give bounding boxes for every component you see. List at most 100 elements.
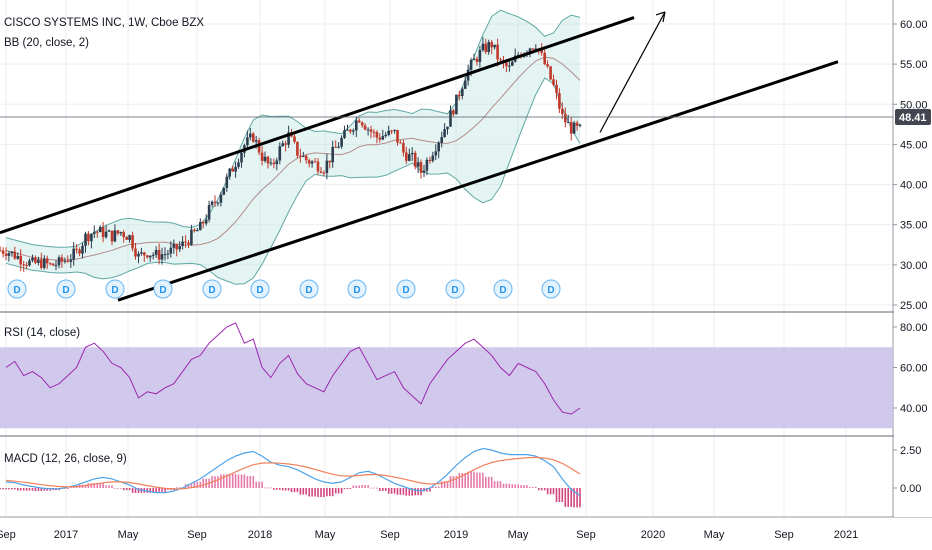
candle-body	[440, 137, 443, 143]
projection-arrow[interactable]	[599, 11, 666, 133]
candle-body	[419, 162, 423, 173]
macd-axis-tick-label: 2.50	[900, 445, 921, 457]
macd-histogram-bar	[34, 488, 37, 491]
candle-body	[543, 52, 546, 65]
macd-histogram-bar	[93, 483, 96, 488]
candle-body	[96, 231, 99, 233]
price-axis-tick-label: 55.00	[900, 59, 928, 71]
macd-histogram-bar	[120, 488, 122, 489]
trend-channel-lower-line[interactable]	[117, 60, 839, 302]
candle-body	[13, 251, 17, 259]
candle-body	[402, 143, 405, 153]
macd-histogram-bar	[382, 488, 384, 491]
macd-histogram-bar	[470, 471, 472, 488]
dividend-marker: D	[250, 279, 270, 299]
candle-body	[378, 137, 382, 140]
macd-histogram-bar	[490, 476, 493, 488]
macd-histogram-bar	[2, 488, 4, 490]
macd-axis-tick-label: 0.00	[900, 483, 921, 495]
macd-histogram-bar	[90, 483, 93, 488]
macd-histogram-bar	[149, 488, 151, 493]
candle-body	[84, 233, 87, 246]
price-axis-background	[894, 0, 932, 517]
candle-body	[34, 257, 37, 263]
macd-histogram-bar	[152, 488, 154, 493]
macd-histogram-bar	[155, 488, 157, 493]
dividend-marker-label: D	[451, 285, 458, 296]
macd-histogram-bar	[449, 476, 452, 488]
macd-histogram-bar	[402, 488, 405, 495]
time-axis-tick-label: 2018	[248, 529, 272, 541]
candle-body	[187, 242, 190, 245]
candle-body	[508, 65, 511, 67]
candle-body	[340, 137, 343, 147]
candle-body	[143, 252, 146, 256]
macd-histogram-bar	[485, 476, 487, 488]
candle-body	[287, 132, 290, 145]
candle-body	[461, 88, 464, 96]
candle-body	[363, 125, 367, 130]
macd-histogram-bar	[64, 488, 66, 489]
macd-histogram-bar	[429, 488, 431, 492]
macd-histogram-bar	[70, 486, 72, 488]
dividend-marker: D	[347, 279, 367, 299]
candle-body	[37, 259, 40, 263]
macd-histogram-bar	[499, 481, 502, 488]
dividend-marker-circle	[7, 279, 27, 299]
macd-histogram-bar	[552, 488, 555, 495]
candle-body	[322, 172, 326, 174]
time-axis[interactable]: Sep 2017 May Sep 2018 May Sep 2019 May Sep 2020 May…	[0, 529, 858, 541]
candle-body	[87, 233, 90, 242]
candle-body	[101, 227, 105, 238]
macd-histogram-bar	[14, 488, 16, 490]
price-axis[interactable]: 60.00 55.00 50.00 45.00 40.00 35.00 30.00 25.00…	[893, 0, 932, 517]
candle-body	[93, 231, 96, 234]
rsi-axis-tick-label: 80.00	[900, 322, 928, 334]
macd-histogram-bar	[334, 488, 337, 494]
candle-body	[469, 60, 473, 70]
candle-body	[310, 161, 314, 164]
macd-histogram-bar	[405, 488, 408, 496]
candle-body	[196, 230, 199, 232]
candle-body	[307, 160, 311, 164]
trend-channel-upper-line[interactable]	[0, 16, 635, 235]
macd-histogram-bar	[0, 488, 1, 490]
macd-histogram-bar	[246, 476, 249, 488]
candle-body	[558, 93, 561, 109]
candle-body	[131, 235, 134, 249]
candle-body	[437, 142, 440, 152]
candle-body	[360, 122, 364, 126]
macd-histogram-bar	[367, 485, 369, 488]
time-axis-tick-label: 2019	[444, 529, 468, 541]
macd-histogram-bar	[261, 481, 263, 488]
macd-histogram-bar	[517, 484, 519, 488]
candle-body	[575, 122, 579, 126]
dividend-marker-circle	[153, 279, 173, 299]
candle-body	[531, 48, 535, 50]
candle-body	[237, 162, 240, 167]
candle-body	[28, 260, 31, 266]
candle-body	[284, 143, 287, 145]
candle-body	[410, 152, 414, 155]
macd-histogram-bar	[67, 488, 69, 489]
candle-body	[313, 161, 317, 163]
candle-body	[475, 58, 479, 62]
macd-histogram-bar	[231, 473, 234, 488]
macd-histogram-bar	[358, 485, 360, 488]
dividend-marker: D	[7, 279, 27, 299]
macd-histogram-bar	[396, 488, 399, 495]
macd-histogram-bar	[461, 473, 464, 488]
candle-body	[463, 80, 467, 89]
macd-histogram-bar	[19, 488, 22, 491]
candle-body	[69, 259, 73, 262]
macd-histogram-bar	[279, 488, 281, 490]
macd-histogram-bar	[496, 481, 499, 488]
candle-body	[31, 257, 34, 261]
candle-body	[416, 162, 420, 167]
current-price-value: 48.41	[899, 112, 927, 124]
macd-histogram-bar	[446, 481, 449, 488]
candle-body	[137, 253, 140, 257]
candle-body	[249, 133, 252, 138]
candle-body	[119, 232, 123, 234]
